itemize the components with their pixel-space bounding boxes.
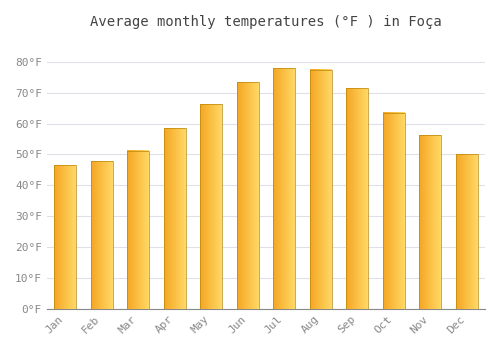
Bar <box>346 88 368 309</box>
Bar <box>90 161 112 309</box>
Bar <box>456 154 477 309</box>
Bar <box>310 70 332 309</box>
Bar <box>200 104 222 309</box>
Bar <box>164 128 186 309</box>
Bar <box>383 113 404 309</box>
Bar <box>54 165 76 309</box>
Bar <box>273 68 295 309</box>
Bar <box>236 82 258 309</box>
Bar <box>127 151 149 309</box>
Title: Average monthly temperatures (°F ) in Foça: Average monthly temperatures (°F ) in Fo… <box>90 15 442 29</box>
Bar <box>420 135 441 309</box>
